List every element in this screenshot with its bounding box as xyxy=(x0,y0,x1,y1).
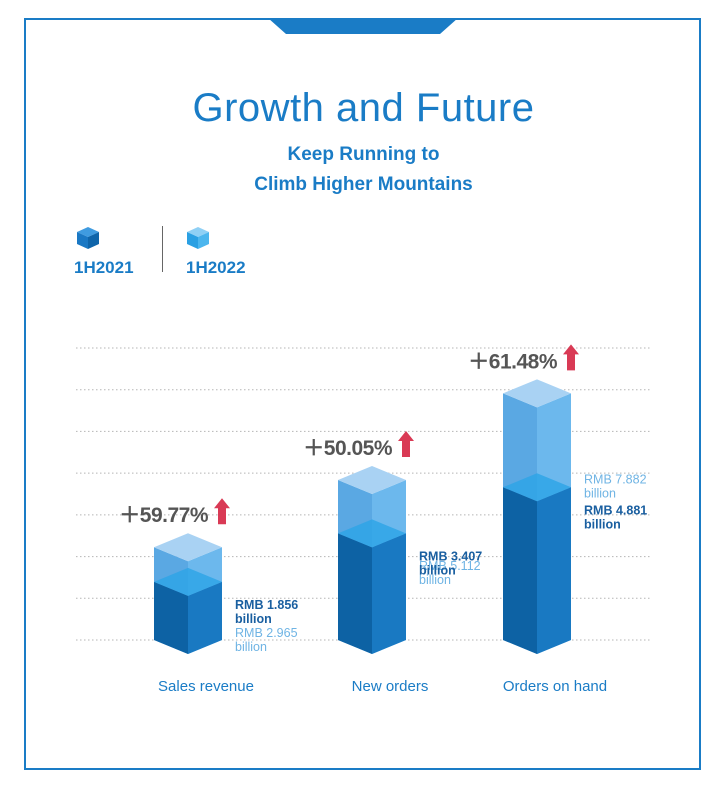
bar-1h2021-level-new-orders xyxy=(338,519,406,548)
growth-label-new-orders: ＋50.05% xyxy=(303,437,393,460)
chart-subtitle-line-2: Climb Higher Mountains xyxy=(254,174,473,195)
bar-top-face-new-orders xyxy=(338,466,406,495)
value-unit-1h2022-orders-on-hand: billion xyxy=(584,486,616,500)
value-unit-1h2022-sales-revenue: billion xyxy=(235,640,267,654)
value-unit-1h2021-new-orders: billion xyxy=(419,563,456,577)
growth-arrow-icon-new-orders xyxy=(398,431,414,458)
legend-label-1h2021: 1H2021 xyxy=(74,258,134,277)
legend-divider xyxy=(162,226,163,272)
category-label-sales-revenue: Sales revenue xyxy=(158,678,254,695)
value-unit-1h2021-orders-on-hand: billion xyxy=(584,517,621,531)
legend-cube-icon-1h2021 xyxy=(77,227,99,249)
growth-label-orders-on-hand: ＋61.48% xyxy=(468,350,558,373)
value-label-1h2022-sales-revenue: RMB 2.965 xyxy=(235,626,298,640)
value-label-1h2022-orders-on-hand: RMB 7.882 xyxy=(584,472,647,486)
growth-arrow-icon-sales-revenue xyxy=(214,498,230,525)
value-label-1h2022-new-orders: RMB 5.112 xyxy=(419,559,481,573)
bar-1h2021-front-sales-revenue xyxy=(154,581,188,654)
header-tab-decoration xyxy=(268,18,458,34)
chart-title: Growth and Future xyxy=(192,86,535,130)
category-label-new-orders: New orders xyxy=(352,678,429,695)
bar-1h2021-side-orders-on-hand xyxy=(537,487,571,654)
bar-1h2021-level-sales-revenue xyxy=(154,567,222,596)
growth-label-sales-revenue: ＋59.77% xyxy=(119,504,209,527)
chart-subtitle-line-1: Keep Running to xyxy=(287,144,440,165)
legend-cube-icon-1h2022 xyxy=(187,227,209,249)
bar-top-face-orders-on-hand xyxy=(503,379,571,408)
bar-top-face-sales-revenue xyxy=(154,533,222,562)
value-unit-1h2021-sales-revenue: billion xyxy=(235,612,272,626)
bar-1h2021-side-new-orders xyxy=(372,533,406,654)
bar-1h2021-front-orders-on-hand xyxy=(503,487,537,654)
value-label-1h2021-orders-on-hand: RMB 4.881 xyxy=(584,503,647,517)
value-label-1h2021-new-orders: RMB 3.407 xyxy=(419,549,482,563)
bar-1h2021-side-sales-revenue xyxy=(188,581,222,654)
value-unit-1h2022-new-orders: billion xyxy=(419,573,451,587)
legend-label-1h2022: 1H2022 xyxy=(186,258,246,277)
value-label-1h2021-sales-revenue: RMB 1.856 xyxy=(235,598,298,612)
growth-arrow-icon-orders-on-hand xyxy=(563,344,579,371)
bar-1h2021-front-new-orders xyxy=(338,533,372,654)
bar-1h2021-level-orders-on-hand xyxy=(503,473,571,502)
category-label-orders-on-hand: Orders on hand xyxy=(503,678,607,695)
